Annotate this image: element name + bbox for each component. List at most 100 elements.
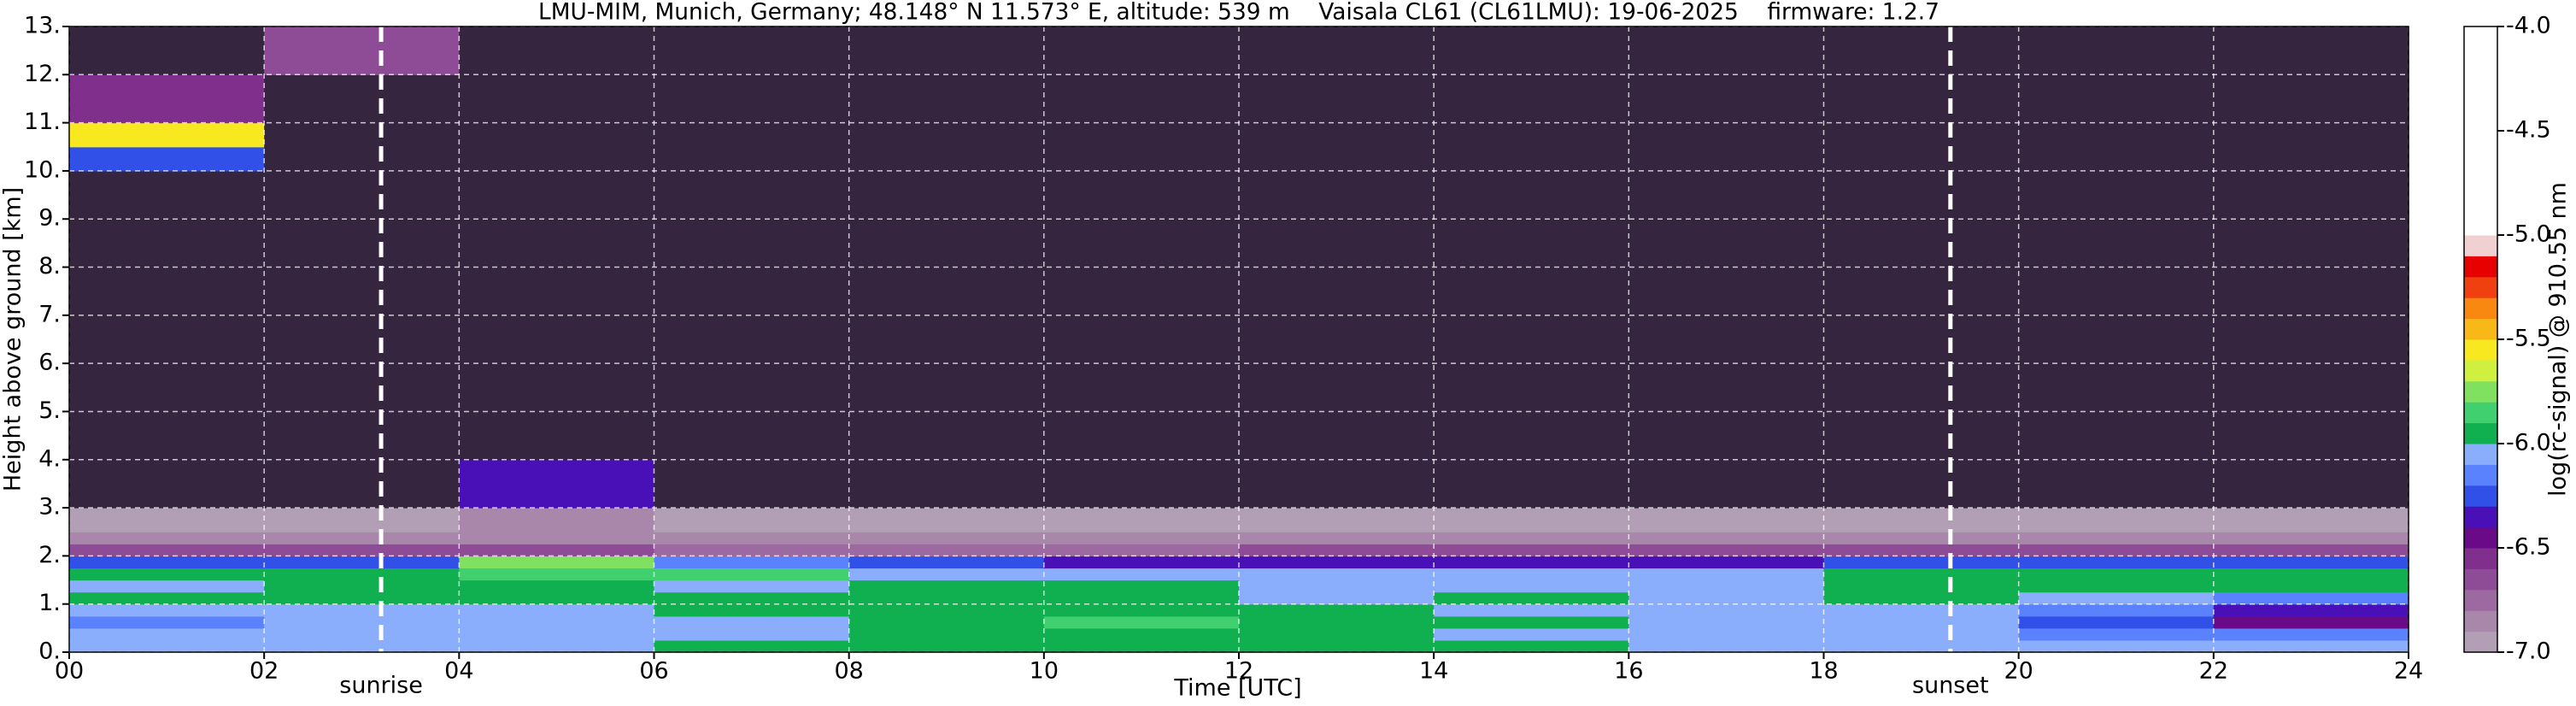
heatmap-cell: [848, 603, 1045, 617]
heatmap-cell: [1239, 411, 1435, 461]
heatmap-cell: [848, 568, 1045, 581]
heatmap-cell: [654, 556, 850, 569]
y-tick-label: 11.: [24, 109, 61, 135]
colorbar-bin: [2464, 297, 2497, 320]
heatmap-cell: [2018, 411, 2215, 461]
colorbar-label: log(rc-signal) @ 910.55 nm: [2545, 182, 2572, 497]
heatmap-cell: [848, 219, 1045, 268]
heatmap-cell: [459, 591, 655, 605]
heatmap-cell: [2213, 639, 2409, 653]
heatmap-cell: [69, 591, 265, 605]
heatmap-cell: [69, 508, 265, 532]
heatmap-cell: [848, 267, 1045, 316]
heatmap-cell: [2018, 74, 2215, 124]
heatmap-cell: [264, 459, 460, 509]
heatmap-cell: [1434, 556, 1629, 569]
heatmap-cell: [1434, 580, 1629, 593]
heatmap-cell: [1823, 556, 2020, 569]
heatmap-cell: [848, 580, 1045, 593]
heatmap-cell: [848, 170, 1045, 220]
heatmap-cell: [264, 615, 460, 629]
heatmap-cell: [264, 74, 460, 124]
heatmap-cell: [654, 532, 850, 544]
heatmap-cell: [2018, 26, 2215, 75]
heatmap-cell: [264, 532, 460, 544]
heatmap-cell: [1043, 411, 1240, 461]
heatmap-cell: [848, 615, 1045, 629]
heatmap-cell: [1628, 122, 1825, 148]
heatmap-cell: [2213, 267, 2409, 316]
heatmap-cell: [1823, 74, 2020, 124]
heatmap-cell: [1043, 627, 1240, 641]
heatmap-cell: [459, 363, 655, 413]
heatmap-cell: [2213, 26, 2409, 75]
heatmap-cell: [2213, 615, 2409, 629]
heatmap-cell: [1823, 170, 2020, 220]
heatmap-cell: [69, 580, 265, 593]
heatmap-cell: [654, 219, 850, 268]
heatmap-cell: [654, 627, 850, 641]
heatmap-cell: [1823, 568, 2020, 581]
colorbar-bin: [2464, 318, 2497, 340]
heatmap-cell: [848, 508, 1045, 532]
heatmap-cell: [1043, 26, 1240, 75]
heatmap-cell: [264, 580, 460, 593]
heatmap-cell: [1043, 363, 1240, 413]
heatmap-cell: [1434, 459, 1629, 509]
y-tick-label: 10.: [24, 156, 61, 183]
heatmap-cell: [1434, 532, 1629, 544]
heatmap-cell: [2213, 627, 2409, 641]
heatmap-cell: [1628, 363, 1825, 413]
x-tick-label: 18: [1809, 658, 1838, 685]
colorbar-bin: [2464, 26, 2497, 236]
heatmap-cell: [264, 556, 460, 569]
heatmap-cell: [264, 508, 460, 532]
y-tick-label: 1.: [38, 590, 61, 616]
y-tick-label: 4.: [38, 445, 61, 472]
heatmap-cell: [1628, 580, 1825, 593]
colorbar-bin: [2464, 506, 2497, 528]
heatmap-cell: [1434, 615, 1629, 629]
colorbar-bin: [2464, 422, 2497, 444]
heatmap-cell: [264, 363, 460, 413]
heatmap-cell: [1239, 591, 1435, 605]
heatmap-cell: [1434, 74, 1629, 124]
heatmap-cell: [264, 219, 460, 268]
heatmap-cell: [1434, 603, 1629, 617]
heatmap-cell: [2213, 363, 2409, 413]
heatmap-cell: [69, 544, 265, 556]
colorbar-bin: [2464, 360, 2497, 382]
heatmap-cell: [1239, 603, 1435, 617]
heatmap-cell: [1043, 508, 1240, 532]
heatmap-cell: [459, 627, 655, 641]
y-tick-label: 2.: [38, 542, 61, 568]
plot-area: [69, 26, 2409, 653]
colorbar-bin: [2464, 548, 2497, 569]
heatmap-cell: [1239, 363, 1435, 413]
colorbar-bin: [2464, 568, 2497, 591]
y-tick-label: 6.: [38, 350, 61, 376]
heatmap-cell: [654, 411, 850, 461]
x-axis-label: Time [UTC]: [1173, 675, 1301, 702]
heatmap-cell: [1043, 170, 1240, 220]
heatmap-cell: [459, 508, 655, 532]
heatmap-cell: [1434, 170, 1629, 220]
heatmap-cell: [2018, 508, 2215, 532]
heatmap-cell: [1239, 532, 1435, 544]
heatmap-cell: [459, 532, 655, 544]
heatmap-cell: [2018, 122, 2215, 148]
heatmap-cell: [1823, 580, 2020, 593]
heatmap-cell: [1239, 615, 1435, 629]
heatmap-cell: [2018, 146, 2215, 172]
heatmap-cell: [1434, 508, 1629, 532]
colorbar-tick-label: -4.5: [2506, 117, 2551, 144]
y-tick-label: 8.: [38, 253, 61, 279]
heatmap-cell: [1628, 508, 1825, 532]
heatmap-cell: [2018, 532, 2215, 544]
heatmap-cell: [459, 568, 655, 581]
heatmap-cell: [1239, 568, 1435, 581]
heatmap-cell: [1823, 363, 2020, 413]
heatmap-cell: [264, 639, 460, 653]
heatmap-cell: [1043, 315, 1240, 364]
heatmap-cell: [654, 363, 850, 413]
